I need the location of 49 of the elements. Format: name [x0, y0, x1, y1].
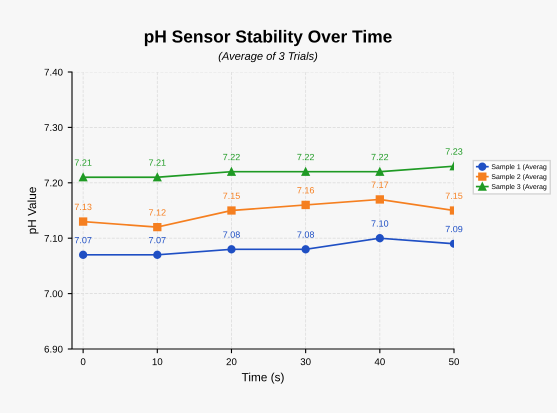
y-tick-label: 7.00 [44, 290, 63, 298]
y-tick-label: 7.40 [44, 68, 63, 76]
data-label: 7.10 [372, 220, 388, 227]
x-tick-label: 40 [374, 358, 385, 366]
x-tick-label: 20 [226, 358, 237, 366]
data-label: 7.21 [148, 159, 166, 166]
data-label: 7.12 [148, 209, 166, 216]
point [301, 168, 310, 176]
point [78, 173, 88, 182]
point [78, 217, 88, 226]
chart-subtitle: (Average of 3 Trials) [218, 52, 318, 62]
point [153, 173, 162, 182]
point [227, 168, 236, 176]
x-axis-title: Time (s) [242, 372, 284, 384]
data-label: 7.22 [297, 154, 314, 160]
data-label: 7.13 [74, 204, 92, 210]
point [227, 245, 236, 254]
data-label: 7.23 [446, 148, 462, 155]
data-label: 7.22 [372, 154, 388, 160]
point [227, 206, 236, 215]
data-label: 7.16 [297, 187, 314, 194]
x-tick-label: 30 [300, 358, 311, 366]
data-label: 7.07 [148, 236, 166, 244]
y-axis-title: pH Value [27, 187, 38, 234]
y-tick-label: 6.90 [44, 346, 63, 353]
point [301, 245, 310, 254]
data-label: 7.15 [446, 192, 462, 199]
x-tick-label: 0 [80, 358, 86, 366]
y-tick-label: 7.10 [44, 234, 63, 242]
data-label: 7.21 [74, 159, 92, 166]
x-tick-label: 10 [152, 358, 162, 366]
point [376, 195, 384, 204]
data-label: 7.15 [223, 192, 240, 199]
point [153, 250, 162, 259]
point [301, 200, 310, 210]
point [376, 234, 384, 242]
point [376, 168, 384, 176]
point [153, 222, 162, 232]
point [78, 250, 88, 259]
y-tick-label: 7.30 [44, 124, 63, 132]
y-tick-label: 7.20 [44, 180, 63, 186]
data-label: 7.17 [372, 182, 388, 188]
data-label: 7.08 [297, 231, 314, 238]
data-label: 7.08 [223, 231, 240, 238]
data-label: 7.09 [446, 226, 462, 232]
chart-title: pH Sensor Stability Over Time [144, 30, 392, 46]
data-label: 7.22 [223, 154, 240, 160]
x-tick-label: 50 [448, 358, 460, 366]
data-label: 7.07 [74, 236, 92, 244]
